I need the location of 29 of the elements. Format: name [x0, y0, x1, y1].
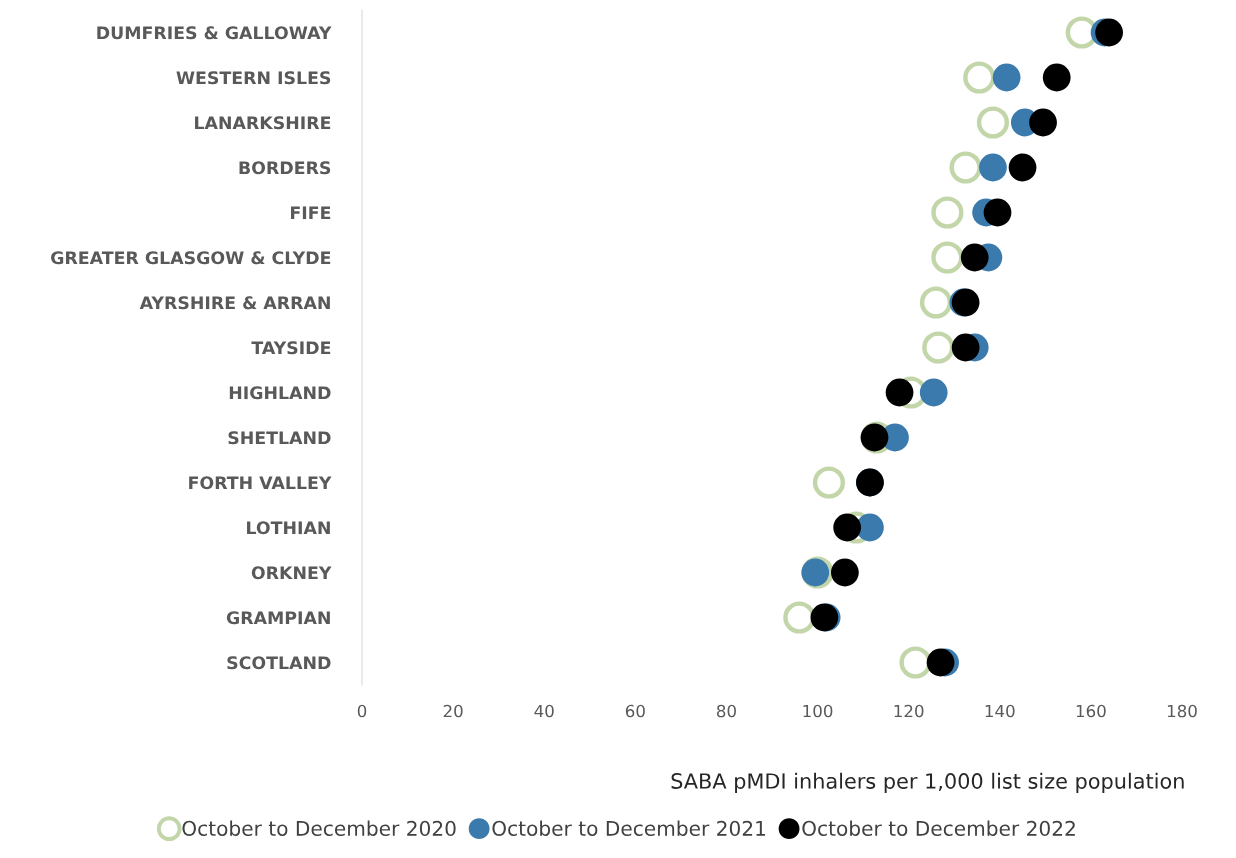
y-tick-label: WESTERN ISLES [176, 71, 331, 85]
legend-label: October to December 2020 [182, 820, 456, 836]
x-tick-label: 160 [1076, 704, 1106, 718]
x-tick-label: 120 [894, 704, 924, 718]
y-tick-label: LANARKSHIRE [195, 116, 331, 130]
x-tick-label: 0 [357, 704, 367, 718]
x-tick-label: 100 [803, 704, 833, 718]
y-tick-label: TAYSIDE [251, 341, 331, 355]
x-axis-title: SABA pMDI inhalers per 1,000 list size population [671, 772, 1184, 793]
y-tick-label: SCOTLAND [227, 656, 331, 670]
y-tick-label: DUMFRIES & GALLOWAY [97, 26, 332, 40]
y-tick-label: SHETLAND [228, 431, 331, 445]
x-tick-label: 180 [1167, 704, 1197, 718]
x-tick-label: 20 [443, 704, 463, 718]
y-tick-label: ORKNEY [251, 566, 332, 580]
y-tick-label: HIGHLAND [229, 386, 331, 400]
y-tick-label: AYRSHIRE & ARRAN [139, 296, 330, 310]
x-tick-label: 60 [625, 704, 645, 718]
y-tick-label: FIFE [291, 206, 331, 220]
legend-label: October to December 2022 [802, 820, 1075, 836]
x-tick-label: 140 [985, 704, 1015, 718]
y-tick-label: FORTH VALLEY [189, 476, 332, 490]
legend-label: October to December 2021 [492, 820, 766, 836]
y-tick-label: GREATER GLASGOW & CLYDE [51, 251, 331, 265]
y-tick-label: GRAMPIAN [226, 611, 330, 625]
x-tick-label: 80 [716, 704, 736, 718]
y-tick-label: LOTHIAN [247, 521, 330, 535]
x-tick-label: 40 [534, 704, 554, 718]
y-tick-label: BORDERS [239, 161, 331, 175]
